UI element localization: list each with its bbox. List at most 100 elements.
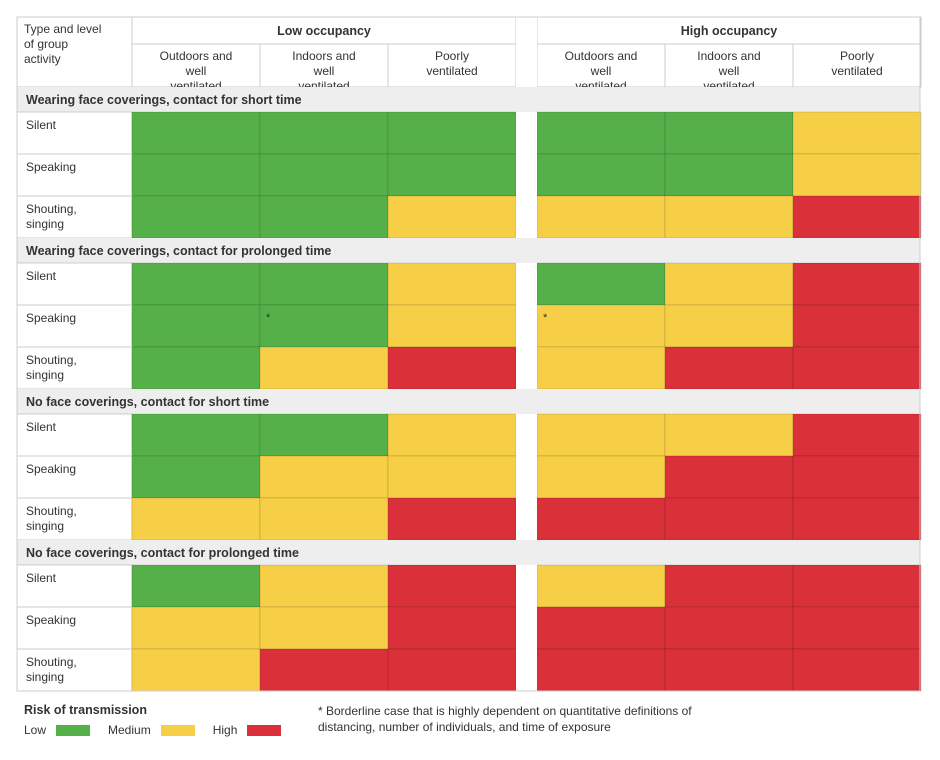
risk-cell-low: [387, 153, 517, 197]
risk-cell-medium: [259, 455, 389, 499]
column-header-cell: [792, 43, 922, 88]
row-label: Speaking: [26, 160, 76, 174]
risk-cell-medium: [792, 153, 922, 197]
risk-cell-medium: [387, 455, 517, 499]
column-header-label: well: [590, 64, 612, 78]
legend-item-medium: Medium: [108, 723, 195, 737]
legend-swatch-low: [56, 724, 91, 736]
risk-cell-high: [792, 648, 922, 692]
risk-cell-low: [131, 111, 261, 155]
column-header-label: ventilated: [831, 64, 882, 78]
risk-cell-medium: [536, 195, 666, 239]
risk-cell-low: [259, 195, 389, 239]
row-header-title-line: Type and level: [24, 22, 101, 36]
risk-cell-medium: [792, 111, 922, 155]
risk-cell-high: [792, 455, 922, 499]
column-header-label: Indoors and: [697, 49, 760, 63]
risk-cell-low: [131, 413, 261, 457]
column-header-cell: [387, 43, 517, 88]
risk-cell-high: [387, 648, 517, 692]
risk-cell-medium: [536, 304, 666, 348]
row-label: Silent: [26, 420, 57, 434]
column-header-label: Poorly: [435, 49, 469, 63]
group-header-label: Low occupancy: [277, 24, 371, 38]
row-label: Shouting,: [26, 504, 77, 518]
risk-cell-medium: [131, 497, 261, 541]
row-header-title-line: of group: [24, 37, 68, 51]
risk-cell-low: [131, 564, 261, 608]
risk-cell-medium: [387, 262, 517, 306]
row-label: singing: [26, 368, 64, 382]
row-label: Speaking: [26, 462, 76, 476]
column-header-label: well: [185, 64, 207, 78]
risk-cell-high: [664, 497, 794, 541]
footnote: * Borderline case that is highly depende…: [318, 704, 692, 734]
risk-cell-high: [792, 413, 922, 457]
risk-cell-medium: [131, 648, 261, 692]
legend-item-low: Low: [24, 723, 91, 737]
legend-swatch-medium: [160, 724, 195, 736]
risk-cell-medium: [664, 304, 794, 348]
risk-cell-low: [536, 262, 666, 306]
risk-cell-high: [792, 564, 922, 608]
row-label-cell: [16, 455, 133, 499]
risk-cell-high: [664, 564, 794, 608]
group-header-label: High occupancy: [681, 24, 778, 38]
row-label: Shouting,: [26, 353, 77, 367]
risk-cell-low: [387, 111, 517, 155]
section-header-band: [17, 389, 920, 414]
risk-cell-medium: [259, 497, 389, 541]
risk-cell-low: [131, 153, 261, 197]
table-outer-frame: [16, 16, 921, 692]
legend: Risk of transmission Low Medium High: [24, 703, 299, 737]
row-label-cell: [16, 564, 133, 608]
column-header-label: well: [718, 64, 740, 78]
section-title: Wearing face coverings, contact for prol…: [26, 244, 331, 258]
risk-cell-medium: [664, 413, 794, 457]
risk-cell-low: [536, 111, 666, 155]
risk-cell-medium: [131, 606, 261, 650]
risk-cell-low: [536, 153, 666, 197]
risk-cell-high: [387, 346, 517, 390]
risk-cell-medium: [387, 304, 517, 348]
risk-cell-low: [259, 413, 389, 457]
risk-cell-low: [131, 262, 261, 306]
row-label-cell: [16, 497, 133, 541]
risk-cell-high: [536, 606, 666, 650]
risk-cell-medium: [536, 346, 666, 390]
risk-cell-medium: [664, 262, 794, 306]
risk-cell-high: [664, 606, 794, 650]
risk-cell-high: [536, 497, 666, 541]
column-header-label: Indoors and: [292, 49, 355, 63]
risk-cell-high: [536, 648, 666, 692]
section-header-band: [17, 540, 920, 565]
risk-cell-low: [259, 153, 389, 197]
legend-item-high: High: [213, 723, 282, 737]
row-label-cell: [16, 195, 133, 239]
row-label-cell: [16, 111, 133, 155]
borderline-marker: *: [266, 312, 271, 324]
section-header-band-gap: [516, 540, 537, 565]
risk-cell-low: [131, 346, 261, 390]
risk-cell-low: [259, 304, 389, 348]
legend-label-high: High: [212, 723, 238, 737]
column-header-cell: [131, 43, 261, 88]
risk-cell-low: [259, 111, 389, 155]
row-label: Silent: [26, 269, 57, 283]
row-label: Silent: [26, 118, 57, 132]
risk-cell-medium: [536, 455, 666, 499]
row-label: singing: [26, 519, 64, 533]
row-label: Silent: [26, 571, 57, 585]
risk-cell-high: [792, 195, 922, 239]
section-title: Wearing face coverings, contact for shor…: [26, 93, 302, 107]
row-label: singing: [26, 670, 64, 684]
column-header-label: Outdoors and: [160, 49, 233, 63]
group-header-cell: [131, 16, 517, 45]
section-header-band-gap: [516, 238, 537, 263]
risk-cell-high: [387, 497, 517, 541]
risk-cell-low: [259, 262, 389, 306]
legend-label-medium: Medium: [108, 723, 151, 737]
risk-cell-medium: [387, 413, 517, 457]
row-label: Shouting,: [26, 202, 77, 216]
risk-cell-medium: [259, 606, 389, 650]
